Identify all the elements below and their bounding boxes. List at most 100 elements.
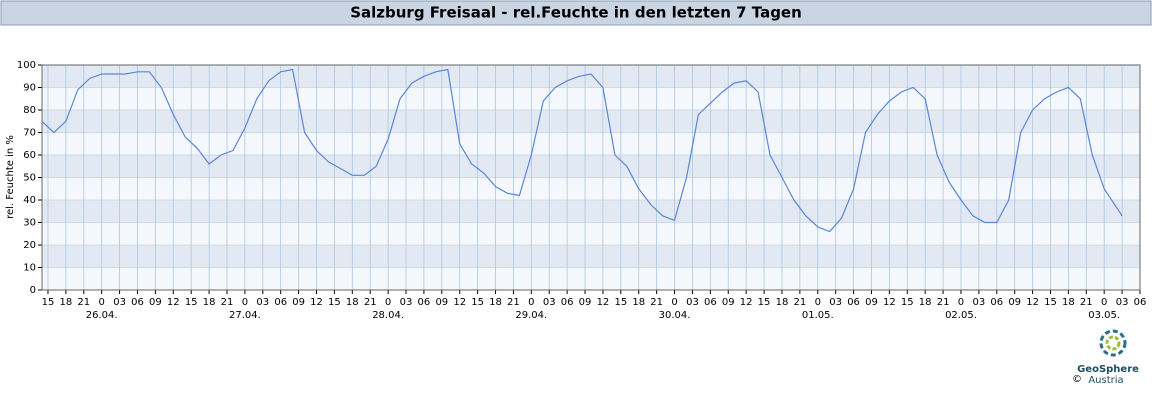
title-bar [0,0,1152,26]
band [42,110,1140,133]
x-tick-label: 15 [901,297,914,308]
y-tick-label: 60 [23,150,36,161]
band [42,200,1140,223]
x-tick-label: 03 [113,297,126,308]
x-tick-label: 09 [865,297,878,308]
x-tick-label: 03 [829,297,842,308]
x-tick-label: 18 [346,297,359,308]
x-tick-label: 18 [632,297,645,308]
x-tick-label: 09 [579,297,592,308]
x-tick-label: 12 [453,297,466,308]
band [42,245,1140,268]
date-label: 30.04. [659,310,691,321]
x-tick-label: 12 [883,297,896,308]
x-tick-label: 15 [758,297,771,308]
date-label: 01.05. [802,310,834,321]
y-tick-label: 10 [23,263,36,274]
x-tick-label: 09 [292,297,305,308]
x-tick-label: 0 [958,297,964,308]
y-tick-label: 40 [23,195,36,206]
x-tick-label: 12 [167,297,180,308]
x-tick-label: 03 [256,297,269,308]
copyright: © [1072,374,1082,385]
x-tick-label: 0 [385,297,391,308]
x-tick-label: 21 [364,297,377,308]
x-tick-label: 0 [671,297,677,308]
band [42,87,1140,110]
x-tick-label: 0 [1101,297,1107,308]
y-tick-label: 30 [23,218,36,229]
logo: GeoSphere © Austria [1072,329,1139,386]
x-tick-label: 15 [471,297,484,308]
band [42,267,1140,290]
band [42,177,1140,200]
line [41,68,1123,233]
x-tick-label: 12 [740,297,753,308]
x-tick-label: 03 [686,297,699,308]
date-label: 27.04. [229,310,261,321]
x-tick-label: 03 [543,297,556,308]
y-tick-label: 70 [23,128,36,139]
x-tick-label: 0 [815,297,821,308]
date-label: 03.05. [1088,310,1120,321]
band [42,155,1140,178]
x-tick-label: 12 [597,297,610,308]
logo-icon [1099,329,1127,357]
x-tick-label: 18 [1062,297,1075,308]
logo-name: GeoSphere [1077,364,1139,375]
date-label: 26.04. [86,310,118,321]
y-axis-label: rel. Feuchte in % [5,135,16,219]
x-tick-label: 09 [435,297,448,308]
x-tick-label: 18 [60,297,73,308]
x-tick-label: 09 [149,297,162,308]
x-tick-label: 15 [42,297,55,308]
logo-icon [1105,335,1121,351]
band [42,132,1140,155]
x-tick-label: 09 [722,297,735,308]
x-tick-label: 06 [561,297,574,308]
x-tick-label: 12 [1026,297,1039,308]
date-label: 28.04. [372,310,404,321]
date-label: 29.04. [515,310,547,321]
x-tick-label: 21 [1080,297,1093,308]
x-tick-label: 06 [704,297,717,308]
y-tick-label: 100 [17,60,36,71]
y-tick-label: 90 [23,83,36,94]
y-tick-label: 0 [30,285,36,296]
x-tick-label: 15 [185,297,198,308]
x-tick-label: 21 [77,297,90,308]
x-tick-label: 0 [98,297,104,308]
x-tick-label: 06 [847,297,860,308]
x-tick-label: 21 [221,297,234,308]
x-tick-label: 06 [1134,297,1147,308]
x-tick-label: 06 [418,297,431,308]
x-tick-label: 03 [973,297,986,308]
chart-title: Salzburg Freisaal - rel.Feuchte in den l… [350,4,802,22]
x-tick-label: 03 [400,297,413,308]
x-tick-label: 18 [489,297,502,308]
x-tick-label: 18 [776,297,789,308]
x-tick-label: 18 [203,297,216,308]
x-tick-label: 06 [274,297,287,308]
band [42,65,1140,88]
x-tick-label: 03 [1116,297,1129,308]
x-tick-label: 06 [990,297,1003,308]
logo-sub: Austria [1088,375,1123,386]
y-tick-label: 20 [23,240,36,251]
x-tick-label: 0 [242,297,248,308]
x-tick-label: 21 [793,297,806,308]
x-tick-label: 09 [1008,297,1021,308]
x-tick-label: 21 [650,297,663,308]
x-tick-label: 21 [937,297,950,308]
x-tick-label: 15 [614,297,627,308]
y-tick-label: 80 [23,105,36,116]
x-tick-label: 12 [310,297,323,308]
y-tick-label: 50 [23,173,36,184]
date-label: 02.05. [945,310,977,321]
band [42,222,1140,245]
x-tick-label: 21 [507,297,520,308]
plot-frame [41,64,1141,291]
x-tick-label: 15 [328,297,341,308]
x-tick-label: 18 [919,297,932,308]
